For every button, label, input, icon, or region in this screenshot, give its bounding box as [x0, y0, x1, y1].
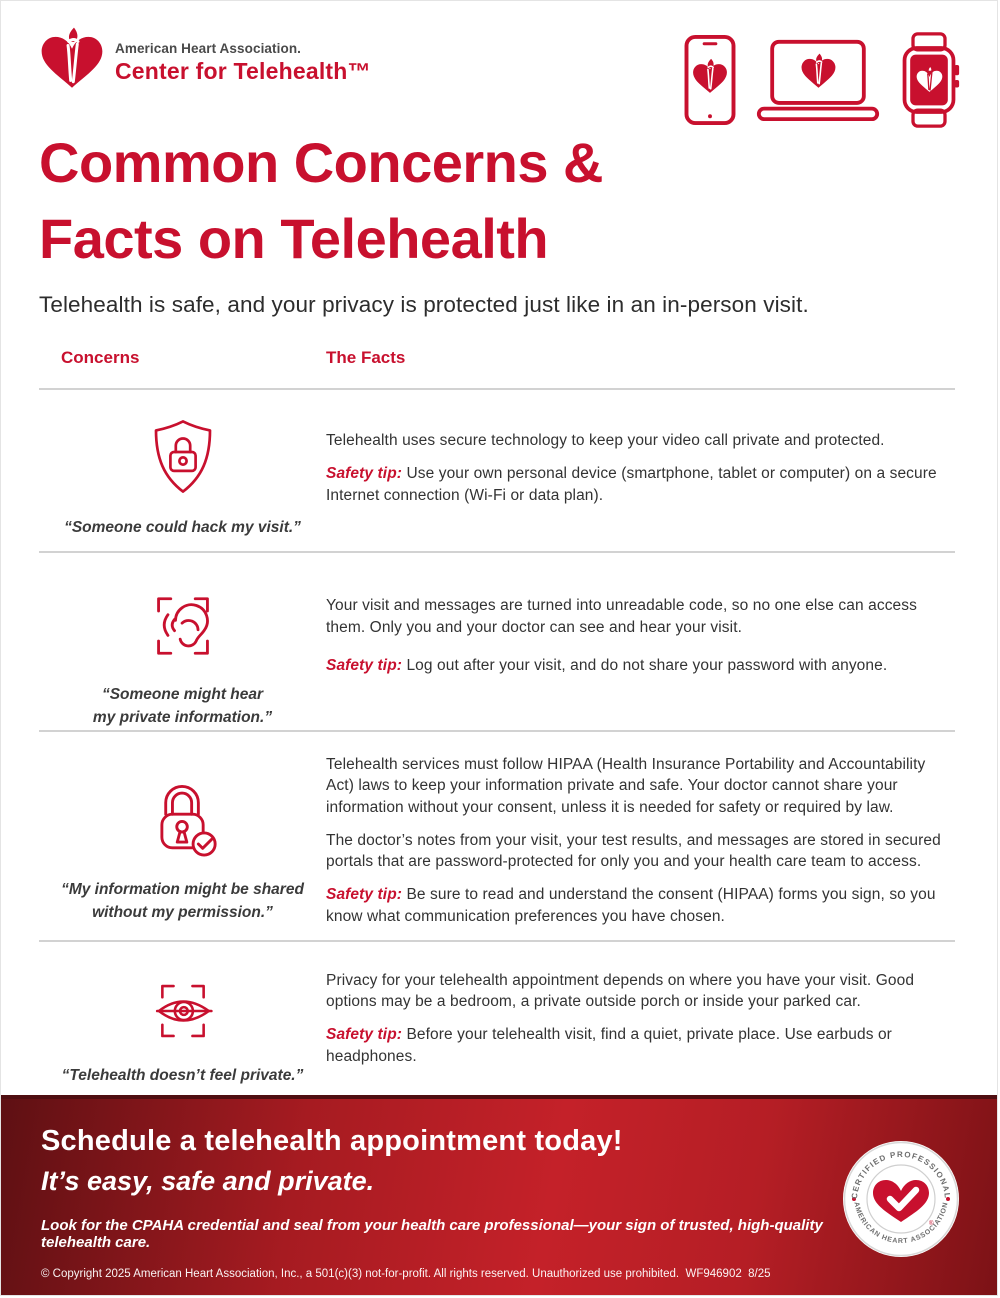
shield-lock-icon [154, 420, 211, 494]
aha-logo: American Heart Association. Center for T… [39, 25, 371, 91]
hero: Common Concerns & Facts on Telehealth Tel… [1, 121, 997, 318]
fact-text: Telehealth uses secure technology to kee… [326, 432, 885, 450]
safety-tip: Safety tip: Use your own personal device… [326, 464, 937, 504]
banner-subheading: It’s easy, safe and private. [41, 1166, 375, 1196]
safety-tip: Safety tip: Log out after your visit, an… [326, 656, 888, 674]
copyright-line: © Copyright 2025 American Heart Associat… [41, 1268, 771, 1280]
cta-banner: Schedule a telehealth appointment today!… [1, 1095, 997, 1295]
fact-text: Your visit and messages are turned into … [326, 597, 917, 636]
svg-text:®: ® [929, 1220, 934, 1227]
fact-text: The doctor’s notes from your visit, your… [326, 831, 941, 871]
table-row: “My information might be shared without … [39, 729, 955, 940]
table-row: “Someone could hack my visit.” Telehealt… [39, 388, 955, 551]
ear-listening-icon [156, 597, 209, 655]
concern-quote: “Telehealth doesn’t feel private.” [61, 1066, 304, 1084]
safety-tip: Safety tip: Before your telehealth visit… [326, 1026, 892, 1065]
column-header-facts: The Facts [326, 348, 406, 368]
concerns-facts-table: Concerns The Facts “Someone could hack m… [39, 348, 955, 1110]
smartphone-icon [684, 34, 736, 126]
brand-org-name: American Heart Association. [115, 41, 302, 56]
device-icons [681, 25, 961, 129]
smartwatch-icon [902, 32, 960, 128]
concern-quote: “Someone might hear my private informati… [92, 686, 273, 727]
private-eye-icon [155, 984, 213, 1037]
aha-heart-torch-icon [39, 25, 105, 91]
safety-tip: Safety tip: Be sure to read and understa… [326, 886, 936, 925]
concern-quote: “Someone could hack my visit.” [64, 519, 301, 537]
page-title: Common Concerns & Facts on Telehealth [39, 131, 604, 270]
column-header-concerns: Concerns [61, 348, 140, 368]
brand-division-name: Center for Telehealth™ [115, 58, 371, 84]
concern-quote: “My information might be shared without … [61, 880, 304, 921]
fact-text: Telehealth services must follow HIPAA (H… [326, 755, 926, 817]
header: American Heart Association. Center for T… [1, 1, 997, 128]
table-row: “Someone might hear my private informati… [39, 551, 955, 730]
page-subtitle: Telehealth is safe, and your privacy is … [39, 292, 809, 318]
table-header: Concerns The Facts [39, 348, 955, 388]
banner-heading: Schedule a telehealth appointment today! [41, 1125, 623, 1157]
certified-professional-seal: CERTIFIED PROFESSIONAL AMERICAN HEART AS… [843, 1141, 959, 1257]
fact-text: Privacy for your telehealth appointment … [326, 971, 915, 1011]
banner-note: Look for the CPAHA credential and seal f… [41, 1217, 823, 1251]
table-row: “Telehealth doesn’t feel private.” Priva… [39, 939, 955, 1110]
laptop-icon [756, 39, 880, 122]
padlock-check-icon [159, 784, 217, 857]
